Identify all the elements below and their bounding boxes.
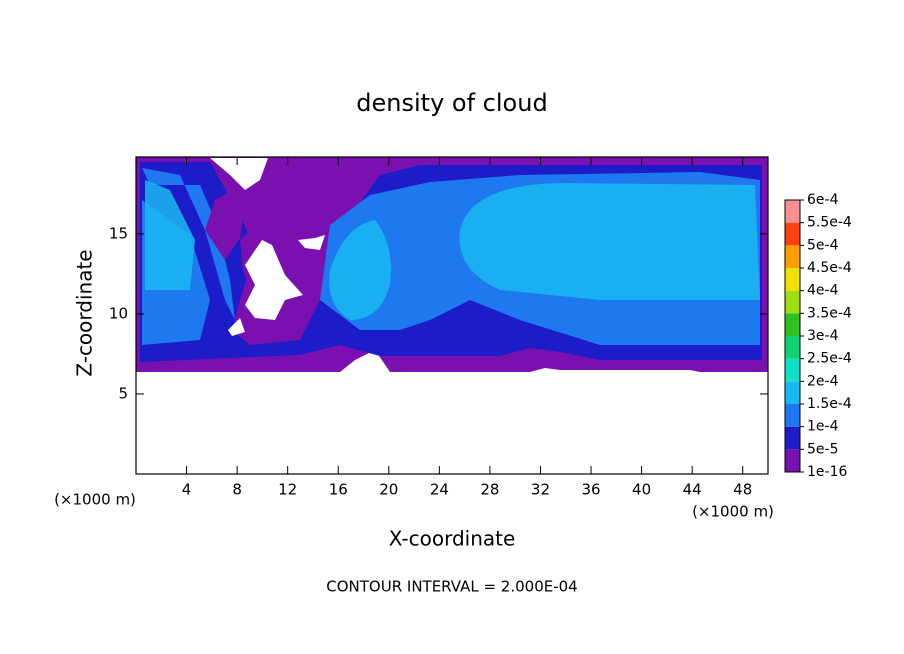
colorbar-label: 4e-4 xyxy=(807,283,839,299)
x-tick-label: 20 xyxy=(379,481,398,499)
colorbar-label: 1e-4 xyxy=(807,419,839,435)
colorbar-label: 3e-4 xyxy=(807,328,839,344)
x-tick-label: 16 xyxy=(329,481,348,499)
y-tick-label: 5 xyxy=(118,384,128,402)
colorbar-label: 5.5e-4 xyxy=(807,215,852,231)
field-gap xyxy=(210,158,325,336)
x-tick-label: 8 xyxy=(232,481,242,499)
x-tick-label: 40 xyxy=(632,481,651,499)
colorbar-cell xyxy=(785,358,800,382)
colorbar-label: 4.5e-4 xyxy=(807,260,852,276)
colorbar-cell xyxy=(785,200,800,223)
colorbar-label: 2.5e-4 xyxy=(807,351,852,367)
x-tick-label: 12 xyxy=(278,481,297,499)
y-axis-label: Z-coordinate xyxy=(73,249,97,376)
colorbar-label: 1.5e-4 xyxy=(807,396,852,412)
annotation: CONTOUR INTERVAL = 2.000E-04 xyxy=(326,578,577,596)
colorbar-cell xyxy=(785,245,800,268)
colorbar-cell xyxy=(785,449,800,472)
y-tick-label: 15 xyxy=(109,224,128,242)
colorbar-cell xyxy=(785,268,800,291)
y-tick-label: 10 xyxy=(109,304,128,322)
colorbar-cell xyxy=(785,336,800,359)
x-tick-label: 4 xyxy=(182,481,192,499)
field-gap xyxy=(160,372,400,385)
colorbar-label: 5e-5 xyxy=(807,441,838,457)
x-tick-label: 44 xyxy=(683,481,702,499)
plot-frame xyxy=(135,156,769,475)
x-axis-label: X-coordinate xyxy=(389,527,516,551)
contour-field xyxy=(136,157,768,385)
colorbar-cell xyxy=(785,404,800,427)
x-tick-label: 32 xyxy=(531,481,550,499)
field-band xyxy=(145,180,760,320)
colorbar-label: 6e-4 xyxy=(807,192,839,208)
x-tick-label: 28 xyxy=(480,481,499,499)
y-unit-label: (×1000 m) xyxy=(54,491,136,509)
colorbar-label: 1e-16 xyxy=(807,464,847,480)
chart-title: density of cloud xyxy=(356,89,547,117)
colorbar-label: 5e-4 xyxy=(807,237,839,253)
colorbar-label: 2e-4 xyxy=(807,373,839,389)
x-tick-label: 36 xyxy=(581,481,600,499)
x-unit-label: (×1000 m) xyxy=(692,503,774,521)
colorbar-cell xyxy=(785,381,800,404)
colorbar-cell xyxy=(785,222,800,246)
colorbar-label: 3.5e-4 xyxy=(807,305,852,321)
colorbar-cell xyxy=(785,313,800,336)
x-tick-label: 48 xyxy=(733,481,752,499)
colorbar-cell xyxy=(785,290,800,314)
colorbar-cell xyxy=(785,426,800,450)
x-tick-label: 24 xyxy=(430,481,449,499)
